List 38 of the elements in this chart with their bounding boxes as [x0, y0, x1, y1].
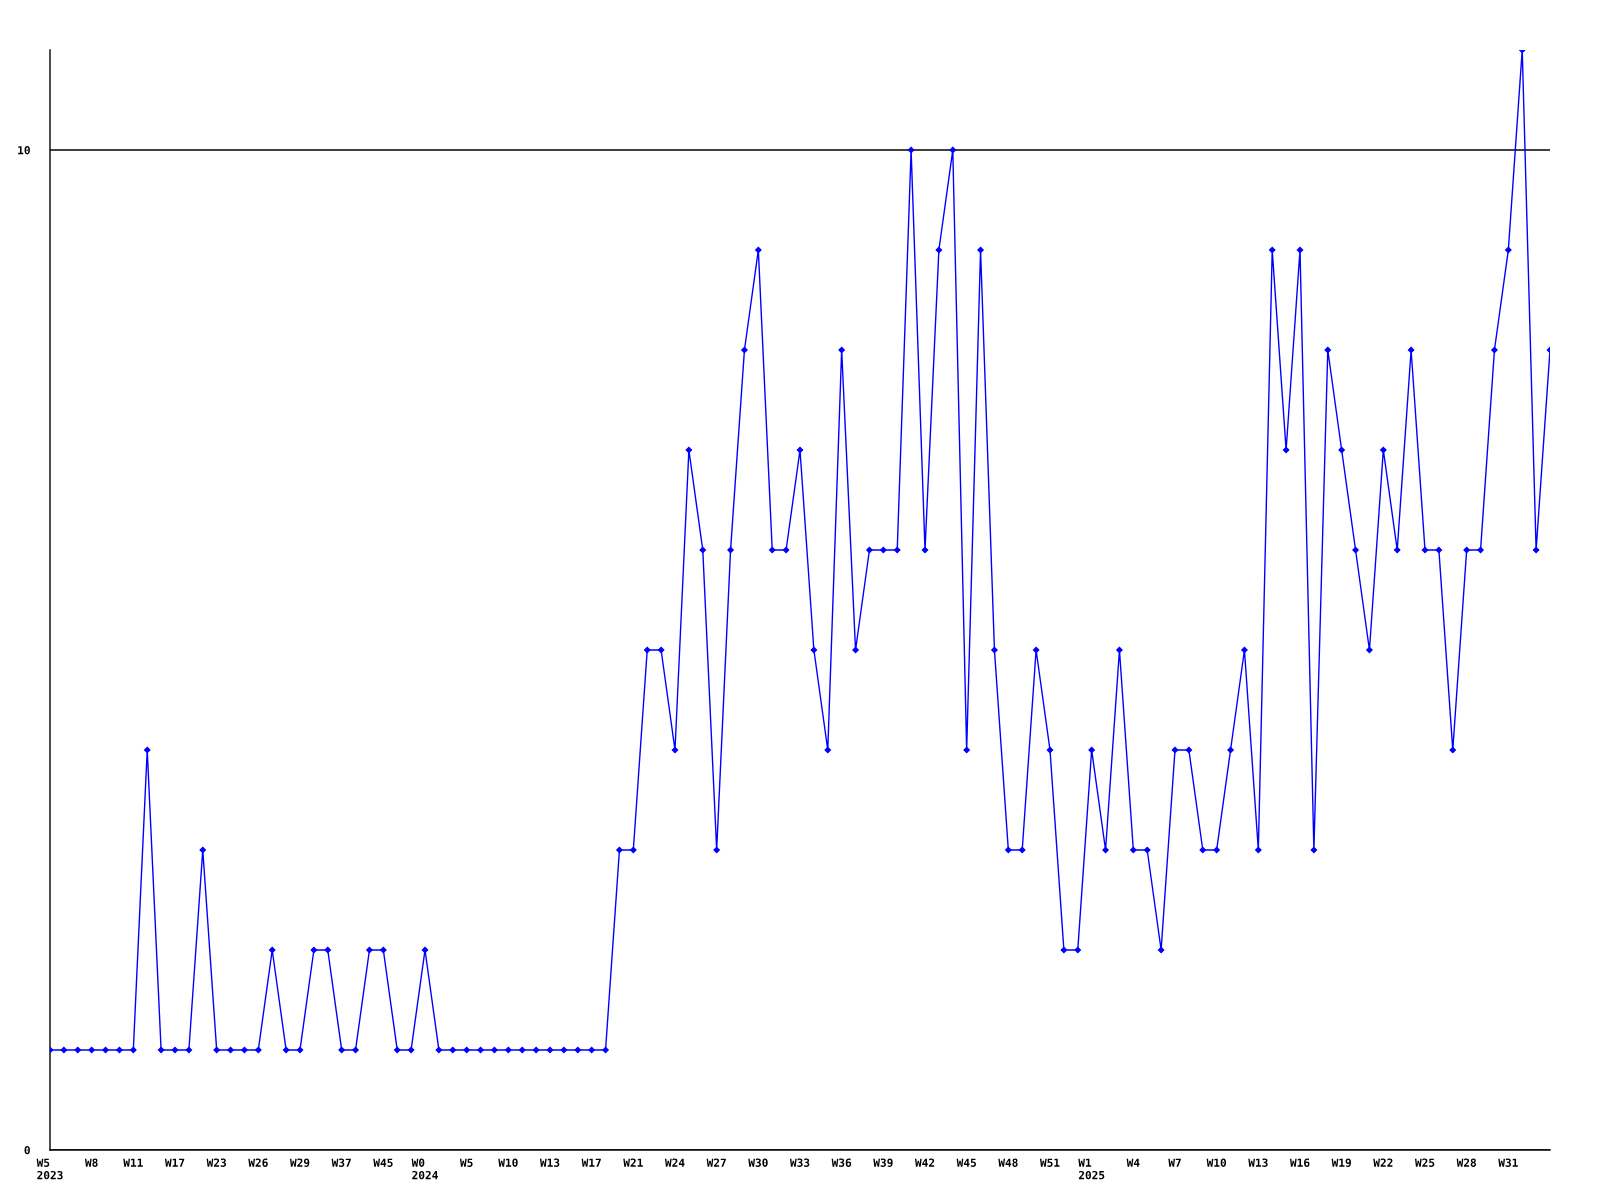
- x-tick-label: W5: [459, 1158, 473, 1167]
- x-tick-label: W23: [206, 1158, 226, 1167]
- x-tick-label: W19: [1331, 1158, 1351, 1167]
- x-tick-label: W31: [1498, 1158, 1518, 1167]
- x-tick-label: W45: [956, 1158, 976, 1167]
- x-tick-label: W28: [1456, 1158, 1476, 1167]
- x-tick-label: W7: [1168, 1158, 1181, 1167]
- x-tick-label: W13: [539, 1158, 560, 1167]
- x-tick-label: W5 2023: [36, 1158, 63, 1180]
- x-tick-label: W48: [998, 1158, 1018, 1167]
- x-tick-label: W8: [84, 1158, 98, 1167]
- x-tick-label: W16: [1289, 1158, 1310, 1167]
- x-tick-label: W10: [498, 1158, 518, 1167]
- x-tick-label: W13: [1248, 1158, 1268, 1167]
- x-tick-label: W21: [623, 1158, 643, 1167]
- x-tick-label: W26: [248, 1158, 268, 1167]
- x-tick-label: W42: [914, 1158, 935, 1167]
- x-tick-label: W22: [1373, 1158, 1393, 1167]
- x-tick-label: W1 2025: [1078, 1158, 1105, 1180]
- x-tick-label: W10: [1206, 1158, 1227, 1167]
- x-tick-label: W30: [748, 1158, 768, 1167]
- x-tick-label: W17: [164, 1158, 185, 1167]
- x-tick-label: W29: [289, 1158, 310, 1167]
- x-tick-label: W33: [789, 1158, 810, 1167]
- x-tick-label: W27: [706, 1158, 726, 1167]
- y-tick-label: 0: [24, 1145, 30, 1155]
- x-tick-label: W4: [1126, 1158, 1140, 1167]
- x-tick-label: W51: [1039, 1158, 1060, 1167]
- y-tick-label: 10: [18, 146, 30, 155]
- x-tick-label: W17: [581, 1158, 601, 1167]
- x-tick-label: W45: [373, 1158, 393, 1167]
- x-tick-label: W24: [664, 1158, 685, 1167]
- x-tick-label: W25: [1414, 1158, 1435, 1167]
- x-tick-label: W36: [831, 1158, 852, 1167]
- x-tick-label: W11: [123, 1158, 143, 1167]
- x-tick-label: W37: [331, 1158, 351, 1167]
- x-tick-label: W39: [873, 1158, 893, 1167]
- x-tick-label: W0 2024: [411, 1158, 438, 1180]
